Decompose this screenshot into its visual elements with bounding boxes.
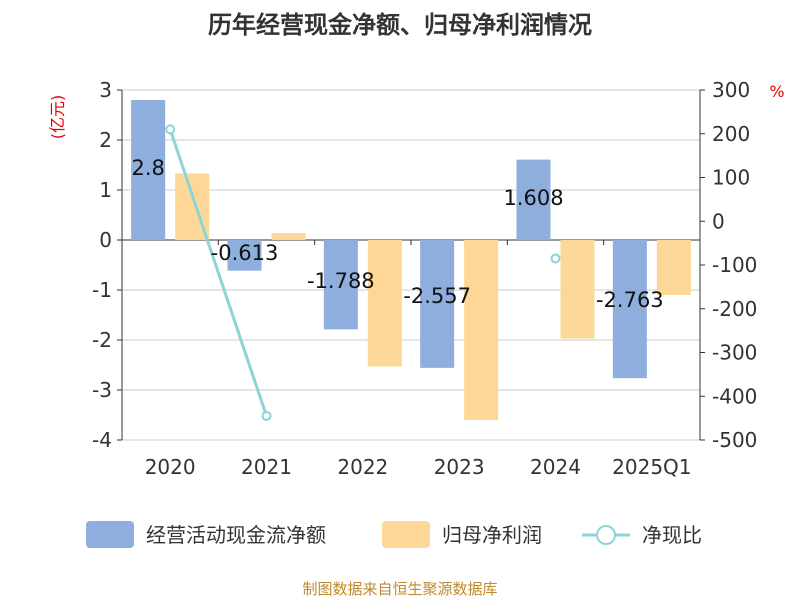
data-labels: 2.8 -0.613 -1.788 -2.557 1.608 -2.763: [131, 156, 663, 312]
legend-label: 净现比: [642, 523, 702, 547]
right-tick-label: 100: [712, 166, 750, 190]
cash-flow-bar: [227, 240, 262, 271]
bars: [131, 100, 691, 420]
left-tick-label: 2: [99, 128, 112, 152]
category-label: 2023: [434, 455, 485, 479]
bar-data-label: -0.613: [211, 241, 279, 265]
legend-swatch: [86, 521, 134, 548]
ratio-point: [261, 410, 272, 421]
left-tick-label: 0: [99, 228, 112, 252]
right-axis-unit: %: [769, 82, 784, 101]
left-tick-label: 1: [99, 178, 112, 202]
legend-marker: [596, 525, 616, 545]
right-tick-label: 300: [712, 78, 750, 102]
cash-flow-bar: [131, 100, 166, 240]
legend-label: 归母净利润: [442, 523, 542, 547]
legend: 经营活动现金流净额 归母净利润 净现比: [86, 521, 702, 548]
cash-flow-bar: [420, 240, 455, 368]
net-profit-bar: [656, 240, 691, 295]
bar-data-label: -1.788: [307, 269, 375, 293]
axes: 3 2 1 0 -1 -2 -3 -4 300 200 100 0 -100 -200 -300 -400 -5…: [92, 78, 757, 479]
ratio-line-segment: [168, 128, 268, 417]
right-tick-label: 0: [712, 209, 725, 233]
ratio-point: [550, 253, 561, 264]
left-tick-label: -2: [92, 328, 112, 352]
right-tick-label: -300: [712, 341, 757, 365]
category-label: 2020: [145, 455, 196, 479]
bar-data-label: -2.557: [403, 284, 471, 308]
cash-flow-bar: [323, 240, 358, 330]
category-label: 2025Q1: [612, 455, 691, 479]
category-label: 2024: [530, 455, 581, 479]
ratio-line: [165, 124, 561, 421]
legend-label: 经营活动现金流净额: [146, 523, 326, 547]
category-label: 2022: [337, 455, 388, 479]
net-profit-bar: [271, 233, 306, 240]
net-profit-bar: [560, 240, 595, 339]
right-tick-label: -400: [712, 384, 757, 408]
left-axis-unit: (亿元): [48, 95, 67, 140]
cash-flow-bar: [516, 159, 551, 240]
source-note: 制图数据来自恒生聚源数据库: [302, 580, 497, 598]
legend-swatch: [382, 521, 430, 548]
chart-title: 历年经营现金净额、归母净利润情况: [208, 11, 592, 39]
left-tick-label: 3: [99, 78, 112, 102]
left-tick-label: -3: [92, 378, 112, 402]
bar-data-label: -2.763: [596, 288, 664, 312]
cash-flow-bar: [612, 240, 647, 379]
left-tick-label: -4: [92, 428, 112, 452]
right-tick-label: 200: [712, 122, 750, 146]
ratio-point: [165, 124, 176, 135]
net-profit-bar: [464, 240, 499, 420]
left-tick-label: -1: [92, 278, 112, 302]
bar-data-label: 2.8: [131, 156, 164, 180]
bar-data-label: 1.608: [503, 186, 563, 210]
net-profit-bar: [367, 240, 402, 367]
category-label: 2021: [241, 455, 292, 479]
right-tick-label: -500: [712, 428, 757, 452]
right-tick-label: -200: [712, 297, 757, 321]
right-tick-label: -100: [712, 253, 757, 277]
